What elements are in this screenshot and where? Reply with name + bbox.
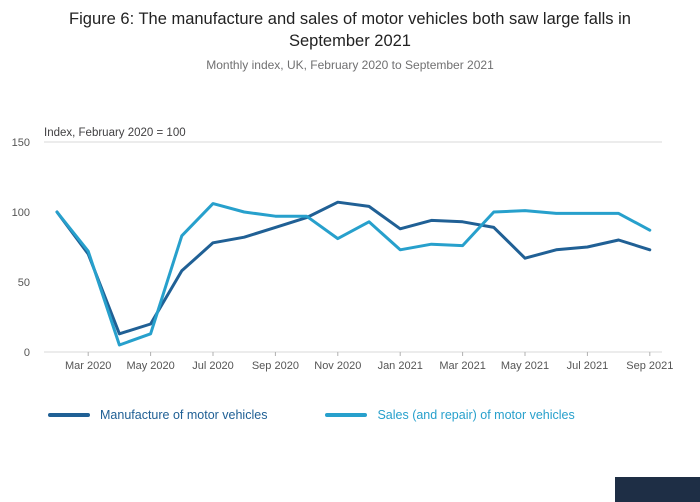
legend-label-sales: Sales (and repair) of motor vehicles	[377, 408, 575, 422]
manufacture-series-swatch	[48, 413, 90, 417]
svg-text:Sep 2020: Sep 2020	[252, 360, 299, 372]
svg-text:Mar 2020: Mar 2020	[65, 360, 111, 372]
svg-text:May 2021: May 2021	[501, 360, 549, 372]
legend-item-manufacture: Manufacture of motor vehicles	[48, 408, 267, 422]
logo-block	[615, 477, 700, 502]
svg-text:0: 0	[24, 347, 30, 359]
svg-text:May 2020: May 2020	[126, 360, 174, 372]
legend-label-manufacture: Manufacture of motor vehicles	[100, 408, 268, 422]
chart-legend: Manufacture of motor vehicles Sales (and…	[48, 408, 690, 422]
svg-text:Index, February 2020 = 100: Index, February 2020 = 100	[44, 127, 186, 139]
chart-title-text: Figure 6: The manufacture and sales of m…	[69, 10, 631, 51]
svg-text:Sep 2021: Sep 2021	[626, 360, 673, 372]
svg-text:150: 150	[12, 137, 30, 149]
svg-text:100: 100	[12, 207, 30, 219]
svg-text:Jul 2021: Jul 2021	[567, 360, 609, 372]
line-chart: 0 50 100 150 Index, February 2020 = 100 Mar 2…	[12, 127, 674, 372]
svg-text:Jul 2020: Jul 2020	[192, 360, 234, 372]
svg-text:Jan 2021: Jan 2021	[378, 360, 423, 372]
sales-series-swatch	[325, 413, 368, 417]
svg-text:Mar 2021: Mar 2021	[439, 360, 485, 372]
svg-text:50: 50	[18, 277, 30, 289]
svg-text:Nov 2020: Nov 2020	[314, 360, 361, 372]
legend-item-sales: Sales (and repair) of motor vehicles	[325, 408, 575, 422]
chart-subtitle: Monthly index, UK, February 2020 to Sept…	[206, 58, 494, 72]
chart-title: Figure 6: The manufacture and sales of m…	[0, 8, 700, 53]
